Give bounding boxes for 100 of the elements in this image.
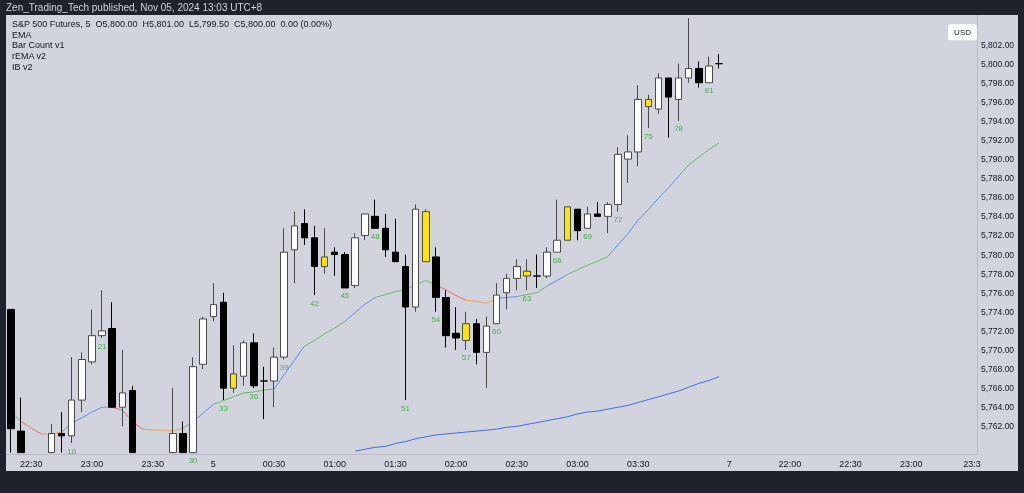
candlestick	[240, 339, 247, 387]
candlestick	[685, 17, 692, 84]
candlestick	[432, 246, 440, 313]
candlestick	[442, 289, 450, 349]
text: 75	[643, 131, 653, 141]
candlestick	[402, 254, 409, 401]
y-tick-label: 5,800.00	[981, 58, 1015, 69]
text: 33	[219, 403, 228, 413]
candlestick	[98, 289, 106, 339]
y-tick-label: 5,764.00	[981, 402, 1015, 413]
candlestick	[17, 397, 25, 454]
candlestick	[331, 246, 338, 277]
text: 54	[431, 315, 441, 325]
text: 18	[67, 446, 77, 456]
x-tick-label: 01:30	[384, 458, 407, 469]
candlestick	[280, 227, 288, 361]
y-tick-label: 5,802.00	[981, 39, 1015, 50]
y-tick-label: 5,772.00	[981, 325, 1015, 336]
candlestick	[321, 227, 328, 275]
y-tick-label: 5,788.00	[981, 173, 1015, 184]
candlestick	[493, 282, 500, 325]
candlestick	[513, 258, 521, 291]
candlestick	[58, 411, 65, 454]
candlestick	[179, 421, 187, 454]
text: 72	[613, 215, 623, 225]
text: 36	[249, 391, 259, 401]
candlestick	[210, 282, 217, 322]
candlestick	[553, 199, 561, 253]
text: 60	[492, 327, 502, 337]
candlestick	[220, 292, 227, 401]
y-tick-label: 5,796.00	[981, 96, 1015, 107]
candlestick	[78, 351, 86, 413]
text: 30	[188, 456, 198, 466]
x-tick-label: 03:30	[626, 458, 650, 469]
candlestick	[291, 211, 298, 284]
candlestick	[351, 232, 359, 289]
y-tick-label: 5,790.00	[981, 154, 1015, 165]
candlestick	[523, 258, 531, 291]
y-axis-title: USD	[954, 27, 972, 37]
candlestick	[655, 72, 662, 115]
candlestick	[584, 206, 591, 229]
x-tick-label: 03:00	[566, 458, 589, 469]
candlestick	[392, 218, 399, 263]
text: 39	[279, 363, 289, 373]
x-tick-label: 23:00	[899, 458, 923, 469]
x-tick-label: 01:00	[323, 458, 346, 469]
candlestick	[361, 213, 369, 241]
candlestick	[462, 311, 470, 351]
chart-subtitle: S&P 500 Futures, 5 O5,800.00 H5,801.00 L5,799.50 C5,800.00 0.00 (0.00%)	[12, 19, 333, 30]
y-tick-label: 5,776.00	[981, 287, 1015, 298]
candlestick	[614, 146, 622, 213]
candlestick	[68, 356, 75, 444]
candlestick	[199, 316, 207, 370]
chart-title: Zen_Trading_Tech published, Nov 05, 2024 13:03 UTC+8	[6, 1, 263, 14]
y-tick-label: 5,770.00	[981, 344, 1015, 355]
candlestick	[483, 316, 490, 389]
candlestick	[189, 356, 197, 454]
candlestick	[624, 134, 632, 184]
candlestick	[604, 201, 612, 234]
x-tick-label: 02:30	[505, 458, 529, 469]
candlestick	[594, 201, 601, 217]
y-tick-label: 5,778.00	[981, 268, 1015, 279]
x-tick-label: 22:30	[839, 458, 862, 469]
candlestick	[543, 246, 551, 279]
annotation: Bar Count v1	[12, 40, 66, 52]
candlestick	[412, 203, 419, 313]
candlestick	[270, 347, 278, 408]
candlestick	[341, 251, 349, 289]
candlestick	[48, 423, 55, 454]
candlestick	[675, 63, 682, 122]
text: 57	[461, 353, 471, 363]
candlestick	[574, 208, 581, 241]
x-tick-label: 5	[210, 458, 216, 469]
text: 42	[310, 298, 319, 308]
candlestick	[705, 56, 713, 84]
annotation: rEMA v2	[12, 51, 47, 62]
candlestick	[88, 308, 96, 365]
line-series	[354, 376, 720, 452]
candlestick	[371, 199, 379, 229]
x-tick-label: 02:00	[444, 458, 468, 469]
candlestick	[230, 344, 237, 394]
y-tick-label: 5,762.00	[981, 421, 1015, 432]
candlestick	[108, 301, 116, 408]
text: 69	[583, 231, 593, 241]
candlestick	[250, 332, 258, 389]
x-tick-label: 22:00	[778, 458, 802, 469]
candlestick	[129, 385, 136, 454]
candlestick	[564, 206, 571, 241]
candlestick	[634, 84, 642, 167]
x-tick-label: 22:30	[20, 458, 43, 469]
x-tick-label: 23:3	[963, 458, 981, 469]
candlestick	[7, 308, 15, 454]
y-tick-label: 5,798.00	[981, 77, 1015, 88]
y-tick-label: 5,768.00	[981, 364, 1015, 375]
x-tick-label: 23:30	[141, 458, 164, 469]
text: 66	[552, 255, 562, 265]
candlestick	[695, 60, 703, 89]
x-tick-label: 00:30	[262, 458, 286, 469]
y-tick-label: 5,786.00	[981, 192, 1015, 203]
candlestick	[311, 225, 318, 296]
